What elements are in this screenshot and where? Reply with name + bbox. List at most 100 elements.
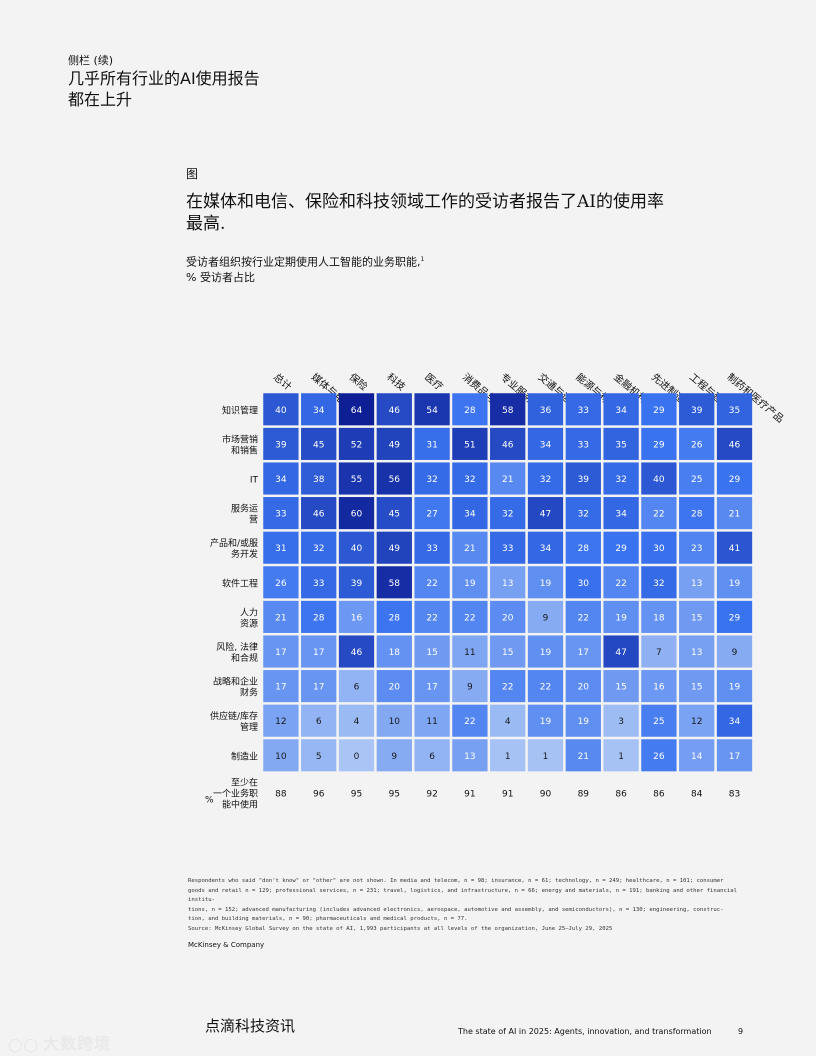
- heatmap-cell: [338, 739, 375, 772]
- cell-value: 22: [426, 579, 437, 589]
- heatmap-cell: [641, 393, 677, 426]
- heatmap-cell: [376, 462, 412, 495]
- heatmap-cell: [338, 635, 375, 668]
- cell-value: 34: [540, 544, 552, 554]
- heatmap-cell: [490, 635, 526, 668]
- cell-value: 29: [729, 613, 741, 623]
- row-label: 战略和企业: [213, 676, 258, 688]
- cell-value: 29: [653, 440, 665, 450]
- heatmap-cell: [452, 427, 488, 460]
- heatmap-cell: [716, 566, 753, 599]
- cell-value: 26: [691, 440, 703, 450]
- cell-value: 18: [389, 648, 401, 658]
- cell-value: 32: [502, 510, 513, 520]
- heatmap-cell: [679, 670, 715, 703]
- cell-value: 26: [275, 579, 287, 589]
- total-value: 95: [389, 790, 400, 800]
- cell-value: 13: [691, 579, 702, 589]
- cell-value: 34: [275, 475, 287, 485]
- heatmap-cell: [490, 670, 526, 703]
- cell-value: 46: [502, 440, 514, 450]
- cell-value: 19: [540, 717, 552, 727]
- footnote-line2: goods and retail n = 129; professional s…: [188, 887, 737, 904]
- total-row-label: 一个业务职: [213, 788, 258, 800]
- heatmap-cell: [376, 600, 412, 633]
- cell-value: 19: [615, 613, 627, 623]
- heatmap-cell: [301, 739, 337, 772]
- heatmap-cell: [452, 635, 488, 668]
- heatmap-cell: [679, 739, 715, 772]
- heatmap-cell: [338, 531, 375, 564]
- cell-value: 34: [729, 717, 741, 727]
- row-label: 和销售: [231, 444, 258, 456]
- cell-value: 28: [389, 613, 401, 623]
- cell-value: 32: [540, 475, 551, 485]
- cell-value: 55: [351, 475, 362, 485]
- heatmap-cell: [679, 566, 715, 599]
- cell-value: 51: [464, 440, 475, 450]
- heatmap-cell: [716, 600, 753, 633]
- heatmap-cell: [565, 566, 601, 599]
- cell-value: 30: [653, 544, 665, 554]
- heatmap-cell: [490, 704, 526, 737]
- cell-value: 33: [578, 406, 589, 416]
- cell-value: 29: [653, 406, 665, 416]
- cell-value: 6: [316, 717, 322, 727]
- cell-value: 26: [653, 752, 665, 762]
- heatmap-cell: [527, 600, 564, 633]
- heatmap-cell: [603, 635, 639, 668]
- cell-value: 34: [615, 510, 627, 520]
- cell-value: 64: [351, 406, 363, 416]
- heatmap-cell: [263, 566, 299, 599]
- cell-value: 22: [653, 510, 664, 520]
- figure-title-line2: 最高.: [186, 214, 226, 234]
- heatmap-cell: [716, 635, 753, 668]
- heatmap-cell: [301, 497, 337, 530]
- heatmap-cell: [716, 497, 753, 530]
- cell-value: 21: [464, 544, 475, 554]
- cell-value: 33: [578, 440, 589, 450]
- cell-value: 15: [691, 613, 702, 623]
- column-header: 保险: [347, 370, 371, 393]
- heatmap-cell: [263, 497, 299, 530]
- heatmap-cell: [641, 462, 677, 495]
- heatmap-cell: [641, 704, 677, 737]
- heatmap-cell: [527, 462, 564, 495]
- total-value: 83: [729, 790, 740, 800]
- figure-label: 图: [186, 167, 199, 181]
- row-label: 营: [249, 514, 258, 526]
- cell-value: 29: [615, 544, 627, 554]
- cell-value: 29: [729, 475, 741, 485]
- heatmap-cell: [263, 462, 299, 495]
- footnote-marker: 1: [420, 256, 425, 263]
- heatmap-cell: [376, 739, 412, 772]
- row-label: 市场营销: [222, 433, 258, 445]
- cell-value: 32: [426, 475, 437, 485]
- cell-value: 21: [275, 613, 286, 623]
- cell-value: 32: [615, 475, 626, 485]
- cell-value: 19: [464, 579, 476, 589]
- heatmap-cell: [376, 566, 412, 599]
- heatmap-cell: [565, 393, 601, 426]
- heatmap-cell: [376, 427, 412, 460]
- heatmap-cell: [263, 635, 299, 668]
- cell-value: 54: [426, 406, 438, 416]
- cell-value: 46: [729, 440, 741, 450]
- cell-value: 34: [313, 406, 325, 416]
- heatmap-cell: [414, 600, 450, 633]
- heatmap-cell: [716, 393, 753, 426]
- cell-value: 3: [618, 717, 624, 727]
- cell-value: 1: [618, 752, 624, 762]
- cell-value: 39: [275, 440, 287, 450]
- heatmap-cell: [641, 531, 677, 564]
- heatmap-cell: [263, 393, 299, 426]
- cell-value: 15: [615, 683, 626, 693]
- heatmap-cell: [603, 531, 639, 564]
- cell-value: 7: [656, 648, 662, 658]
- cell-value: 34: [464, 510, 476, 520]
- column-header: 科技: [384, 370, 408, 393]
- heatmap-cell: [565, 670, 601, 703]
- heatmap-cell: [338, 670, 375, 703]
- heatmap-cell: [527, 704, 564, 737]
- total-value: 95: [351, 790, 362, 800]
